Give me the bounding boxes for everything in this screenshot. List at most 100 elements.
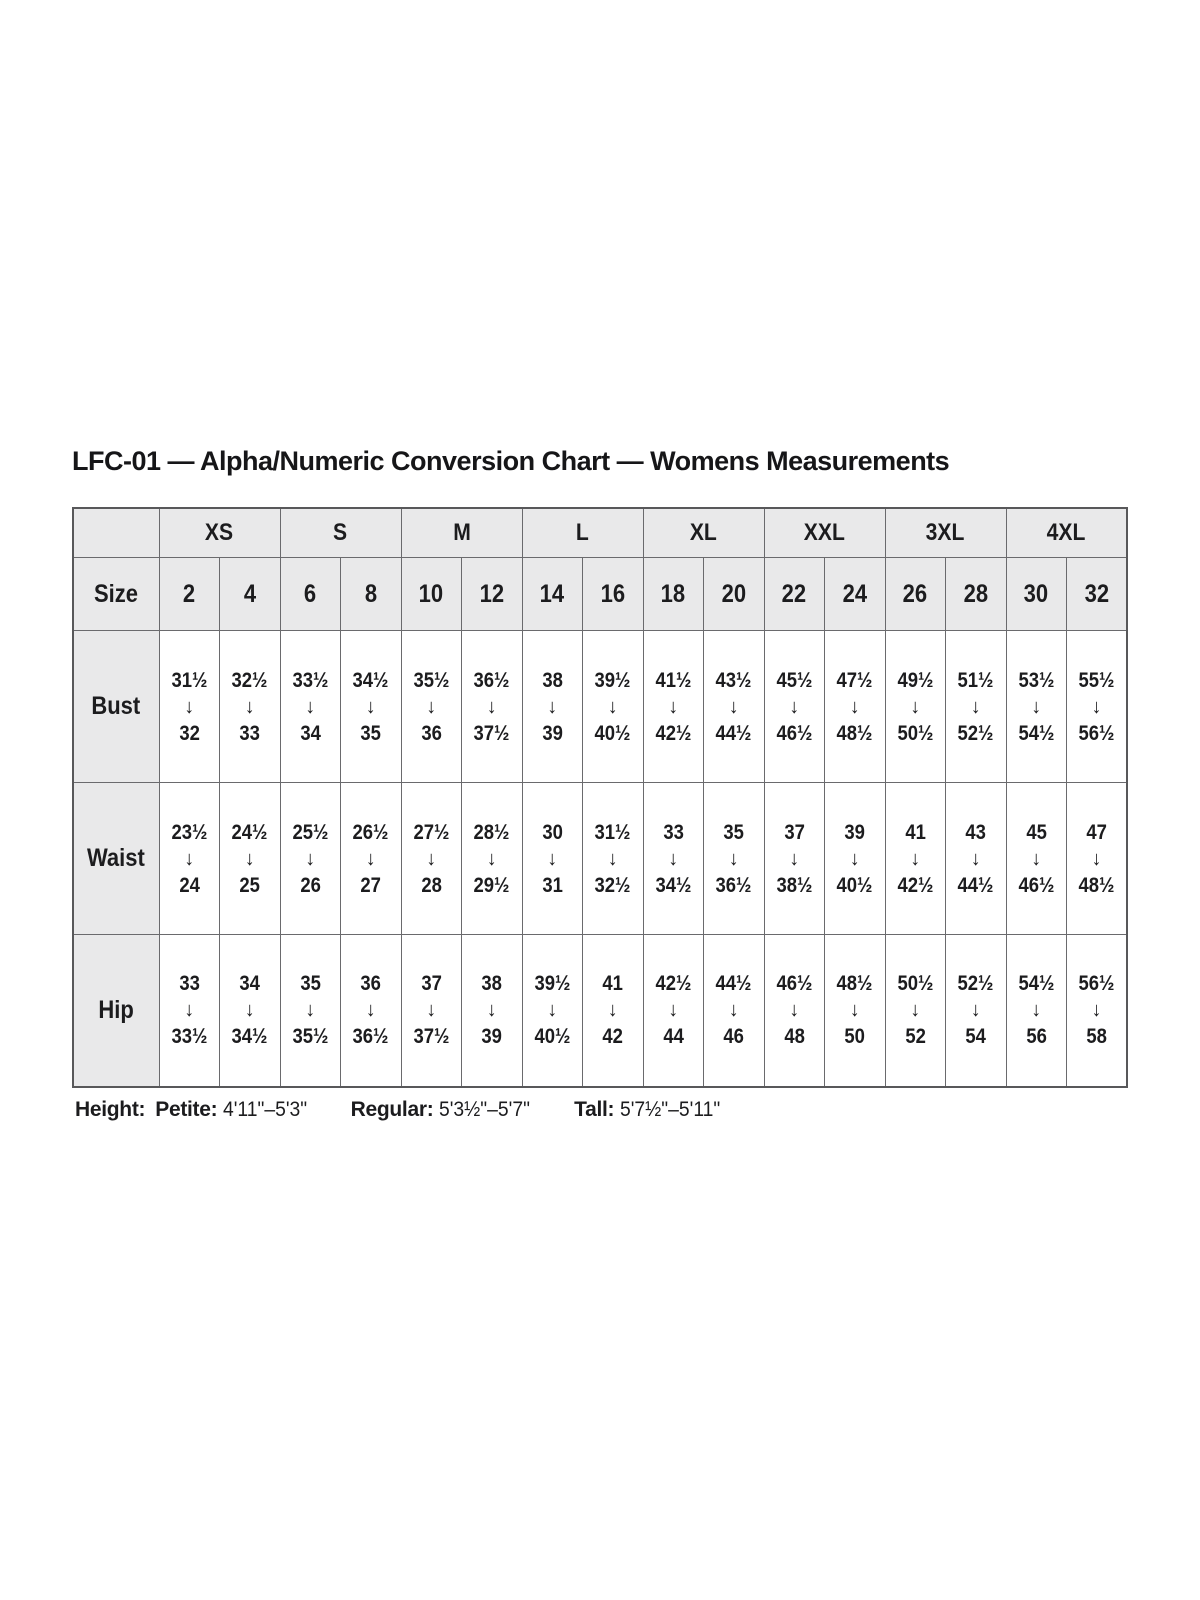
down-arrow-icon: ↓ <box>486 999 497 1022</box>
range-max: 46½ <box>776 721 813 745</box>
down-arrow-icon: ↓ <box>970 999 981 1022</box>
range-max: 39 <box>481 1025 503 1049</box>
range-max: 36½ <box>715 873 752 897</box>
range-max: 56 <box>1025 1025 1047 1049</box>
numeric-size-30: 30 <box>1005 557 1067 631</box>
hip-cell-size-22: 46½ ↓ 48 <box>763 934 825 1087</box>
range-min: 32½ <box>231 668 268 692</box>
range-min: 39 <box>844 820 866 844</box>
range-min: 54½ <box>1018 972 1055 996</box>
range-max: 26 <box>299 873 321 897</box>
range-max: 48½ <box>1078 873 1115 897</box>
bust-cell-size-16: 39½ ↓ 40½ <box>582 630 644 783</box>
range-max: 40½ <box>594 721 631 745</box>
alpha-size-s: S <box>279 507 402 558</box>
range-max: 50 <box>844 1025 866 1049</box>
hip-cell-size-4: 34 ↓ 34½ <box>219 934 281 1087</box>
range-min: 50½ <box>897 972 934 996</box>
waist-cell-size-30: 45 ↓ 46½ <box>1005 782 1067 935</box>
range-max: 38½ <box>776 873 813 897</box>
range-max: 33 <box>239 721 261 745</box>
down-arrow-icon: ↓ <box>426 999 437 1022</box>
range-max: 29½ <box>473 873 510 897</box>
range-min: 37 <box>420 972 442 996</box>
down-arrow-icon: ↓ <box>910 695 921 718</box>
range-min: 35 <box>299 972 321 996</box>
hip-cell-size-24: 48½ ↓ 50 <box>824 934 886 1087</box>
waist-cell-size-6: 25½ ↓ 26 <box>279 782 341 935</box>
size-conversion-table: XS S M L XL XXL 3XL 4XL Size 2 4 6 8 10 12 14 16 18 20 22… <box>72 507 1128 1088</box>
numeric-size-14: 14 <box>521 557 583 631</box>
bust-cell-size-8: 34½ ↓ 35 <box>340 630 402 783</box>
alpha-size-row: XS S M L XL XXL 3XL 4XL <box>72 507 1128 558</box>
range-max: 25 <box>239 873 261 897</box>
range-max: 44½ <box>715 721 752 745</box>
range-min: 56½ <box>1078 972 1115 996</box>
range-min: 31½ <box>594 820 631 844</box>
down-arrow-icon: ↓ <box>849 695 860 718</box>
down-arrow-icon: ↓ <box>1091 847 1102 870</box>
range-min: 35 <box>723 820 745 844</box>
down-arrow-icon: ↓ <box>970 695 981 718</box>
alpha-size-4xl: 4XL <box>1005 507 1128 558</box>
waist-cell-size-10: 27½ ↓ 28 <box>400 782 462 935</box>
waist-cell-size-18: 33 ↓ 34½ <box>642 782 704 935</box>
bust-cell-size-4: 32½ ↓ 33 <box>219 630 281 783</box>
bust-cell-size-24: 47½ ↓ 48½ <box>824 630 886 783</box>
range-min: 37 <box>783 820 805 844</box>
range-max: 32½ <box>594 873 631 897</box>
hip-cell-size-20: 44½ ↓ 46 <box>703 934 765 1087</box>
hip-cell-size-10: 37 ↓ 37½ <box>400 934 462 1087</box>
numeric-size-20: 20 <box>703 557 765 631</box>
waist-cell-size-12: 28½ ↓ 29½ <box>461 782 523 935</box>
waist-cell-size-24: 39 ↓ 40½ <box>824 782 886 935</box>
alpha-size-l: L <box>521 507 644 558</box>
chart-document: LFC-01 — Alpha/Numeric Conversion Chart … <box>72 446 1128 1088</box>
waist-cell-size-2: 23½ ↓ 24 <box>158 782 220 935</box>
waist-row: Waist 23½ ↓ 24 24½ ↓ 25 25½ ↓ 26 26½ ↓ 27 27½ ↓ 28 28½ ↓ 2… <box>72 782 1128 935</box>
range-min: 34½ <box>352 668 389 692</box>
range-max: 39 <box>541 721 563 745</box>
range-max: 48½ <box>836 721 873 745</box>
range-min: 28½ <box>473 820 510 844</box>
petite-label: Petite: <box>155 1098 218 1121</box>
hip-row-label: Hip <box>72 934 160 1087</box>
range-max: 52 <box>904 1025 926 1049</box>
height-label: Height: <box>75 1098 146 1121</box>
down-arrow-icon: ↓ <box>305 999 316 1022</box>
hip-cell-size-32: 56½ ↓ 58 <box>1066 934 1128 1087</box>
down-arrow-icon: ↓ <box>970 847 981 870</box>
hip-cell-size-28: 52½ ↓ 54 <box>945 934 1007 1087</box>
range-max: 40½ <box>836 873 873 897</box>
bust-cell-size-26: 49½ ↓ 50½ <box>884 630 946 783</box>
numeric-size-12: 12 <box>461 557 523 631</box>
tall-range: 5'7½"–5'11" <box>620 1098 721 1121</box>
range-max: 50½ <box>897 721 934 745</box>
down-arrow-icon: ↓ <box>244 695 255 718</box>
range-min: 49½ <box>897 668 934 692</box>
numeric-size-24: 24 <box>824 557 886 631</box>
numeric-size-6: 6 <box>279 557 341 631</box>
down-arrow-icon: ↓ <box>607 847 618 870</box>
numeric-size-18: 18 <box>642 557 704 631</box>
range-min: 39½ <box>534 972 571 996</box>
range-min: 45 <box>1025 820 1047 844</box>
range-max: 32 <box>178 721 200 745</box>
page-title: LFC-01 — Alpha/Numeric Conversion Chart … <box>72 446 950 476</box>
bust-cell-size-32: 55½ ↓ 56½ <box>1066 630 1128 783</box>
hip-cell-size-16: 41 ↓ 42 <box>582 934 644 1087</box>
range-max: 31 <box>541 873 563 897</box>
range-max: 44 <box>662 1025 684 1049</box>
range-max: 34 <box>299 721 321 745</box>
down-arrow-icon: ↓ <box>547 847 558 870</box>
range-min: 24½ <box>231 820 268 844</box>
range-max: 35 <box>360 721 382 745</box>
corner-cell <box>72 507 160 558</box>
down-arrow-icon: ↓ <box>1031 695 1042 718</box>
down-arrow-icon: ↓ <box>244 999 255 1022</box>
numeric-size-22: 22 <box>763 557 825 631</box>
bust-row: Bust 31½ ↓ 32 32½ ↓ 33 33½ ↓ 34 34½ ↓ 35 35½ ↓ 36 36½ ↓ 37… <box>72 630 1128 783</box>
alpha-size-m: M <box>400 507 523 558</box>
regular-range: 5'3½"–5'7" <box>439 1098 531 1121</box>
bust-cell-size-10: 35½ ↓ 36 <box>400 630 462 783</box>
